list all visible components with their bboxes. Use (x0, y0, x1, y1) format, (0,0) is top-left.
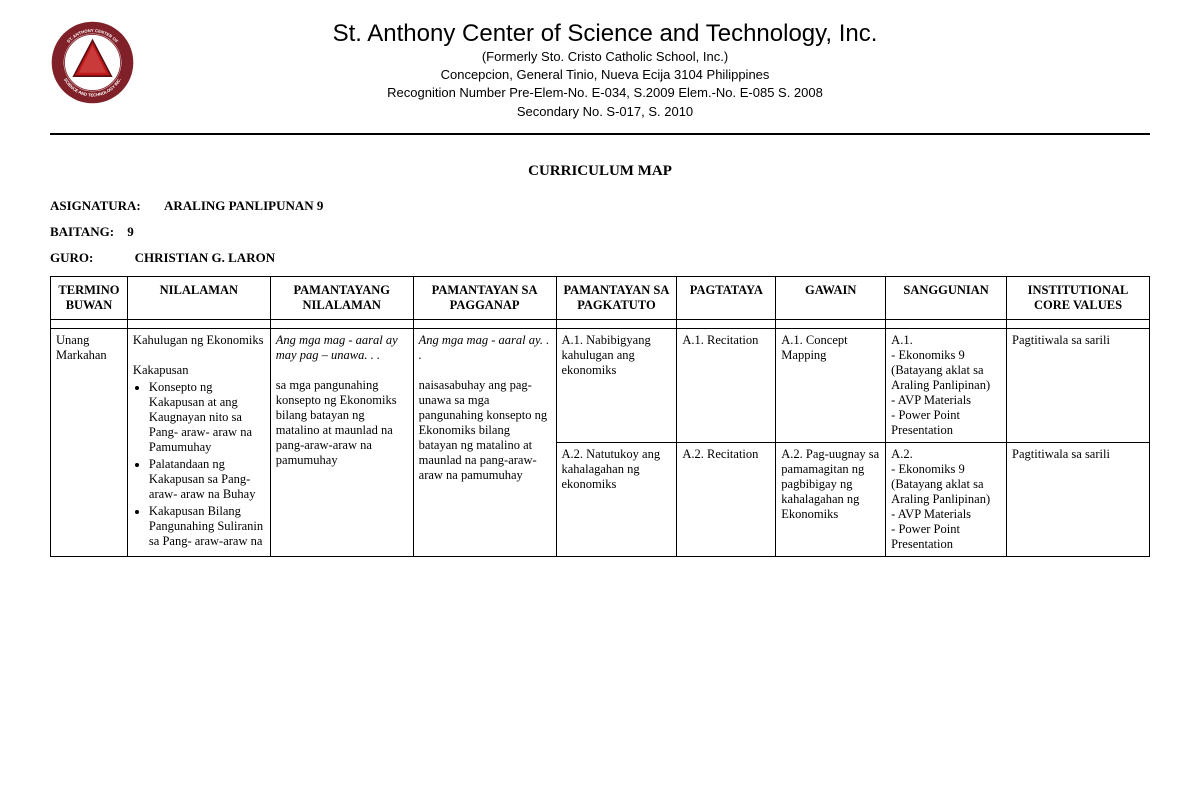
curriculum-table: TERMINO BUWAN NILALAMAN PAMANTAYANG NILA… (50, 276, 1150, 557)
list-item: Konsepto ng Kakapusan at ang Kaugnayan n… (149, 380, 265, 455)
cell-pamganap: Ang mga mag - aaral ay. . . naisasabuhay… (413, 328, 556, 556)
list-item: Kakapusan Bilang Pangunahing Suliranin s… (149, 504, 265, 549)
school-address: Concepcion, General Tinio, Nueva Ecija 3… (60, 66, 1150, 84)
col-sanggunian: SANGGUNIAN (886, 276, 1007, 319)
meta-baitang: BAITANG: 9 (50, 224, 1150, 240)
asignatura-value: ARALING PANLIPUNAN 9 (164, 198, 323, 214)
list-item: Palatandaan ng Kakapusan sa Pang- araw- … (149, 457, 265, 502)
cell-termino: Unang Markahan (51, 328, 128, 556)
guro-label: GURO: (50, 250, 93, 266)
nilalaman-intro1: Kahulugan ng Ekonomiks (133, 333, 265, 348)
baitang-label: BAITANG: (50, 224, 114, 240)
school-recognition-1: Recognition Number Pre-Elem-No. E-034, S… (60, 84, 1150, 102)
letterhead-text: St. Anthony Center of Science and Techno… (60, 20, 1150, 121)
col-pamnil: PAMANTAYANG NILALAMAN (270, 276, 413, 319)
school-former-name: (Formerly Sto. Cristo Catholic School, I… (60, 48, 1150, 66)
guro-value: CHRISTIAN G. LARON (135, 250, 276, 266)
table-header-row: TERMINO BUWAN NILALAMAN PAMANTAYANG NILA… (51, 276, 1150, 319)
cell-core-a2: Pagtitiwala sa sarili (1007, 442, 1150, 556)
meta-guro: GURO: CHRISTIAN G. LARON (50, 250, 1150, 266)
nilalaman-intro2: Kakapusan (133, 363, 265, 378)
col-termino: TERMINO BUWAN (51, 276, 128, 319)
col-pamtuto: PAMANTAYAN SA PAGKATUTO (556, 276, 677, 319)
spacer-row (51, 319, 1150, 328)
col-core: INSTITUTIONAL CORE VALUES (1007, 276, 1150, 319)
cell-pamtuto-a1: A.1. Nabibigyang kahulugan ang ekonomiks (556, 328, 677, 442)
pamganap-body: naisasabuhay ang pag-unawa sa mga pangun… (419, 378, 551, 483)
table-row: Unang Markahan Kahulugan ng Ekonomiks Ka… (51, 328, 1150, 442)
col-nilalaman: NILALAMAN (127, 276, 270, 319)
pamnil-body: sa mga pangunahing konsepto ng Ekonomiks… (276, 378, 408, 468)
col-pamganap: PAMANTAYAN SA PAGGANAP (413, 276, 556, 319)
pamganap-lead: Ang mga mag - aaral ay. . . (419, 333, 551, 363)
cell-gawain-a1: A.1. Concept Mapping (776, 328, 886, 442)
nilalaman-bullets: Konsepto ng Kakapusan at ang Kaugnayan n… (133, 380, 265, 549)
cell-pamtuto-a2: A.2. Natutukoy ang kahalagahan ng ekonom… (556, 442, 677, 556)
letterhead: ST. ANTHONY CENTER OF SCIENCE AND TECHNO… (50, 20, 1150, 135)
col-gawain: GAWAIN (776, 276, 886, 319)
cell-sanggunian-a2: A.2. - Ekonomiks 9 (Batayang aklat sa Ar… (886, 442, 1007, 556)
cell-gawain-a2: A.2. Pag-uugnay sa pamamagitan ng pagbib… (776, 442, 886, 556)
cell-sanggunian-a1: A.1. - Ekonomiks 9 (Batayang aklat sa Ar… (886, 328, 1007, 442)
document-title: CURRICULUM MAP (50, 163, 1150, 180)
pamnil-lead: Ang mga mag - aaral ay may pag – unawa. … (276, 333, 408, 363)
baitang-value: 9 (127, 224, 134, 240)
asignatura-label: ASIGNATURA: (50, 198, 141, 214)
cell-pagtataya-a2: A.2. Recitation (677, 442, 776, 556)
cell-nilalaman: Kahulugan ng Ekonomiks Kakapusan Konsept… (127, 328, 270, 556)
school-name: St. Anthony Center of Science and Techno… (60, 20, 1150, 48)
meta-asignatura: ASIGNATURA: ARALING PANLIPUNAN 9 (50, 198, 1150, 214)
col-pagtataya: PAGTATAYA (677, 276, 776, 319)
cell-core-a1: Pagtitiwala sa sarili (1007, 328, 1150, 442)
school-recognition-2: Secondary No. S-017, S. 2010 (60, 103, 1150, 121)
cell-pagtataya-a1: A.1. Recitation (677, 328, 776, 442)
cell-pamnil: Ang mga mag - aaral ay may pag – unawa. … (270, 328, 413, 556)
